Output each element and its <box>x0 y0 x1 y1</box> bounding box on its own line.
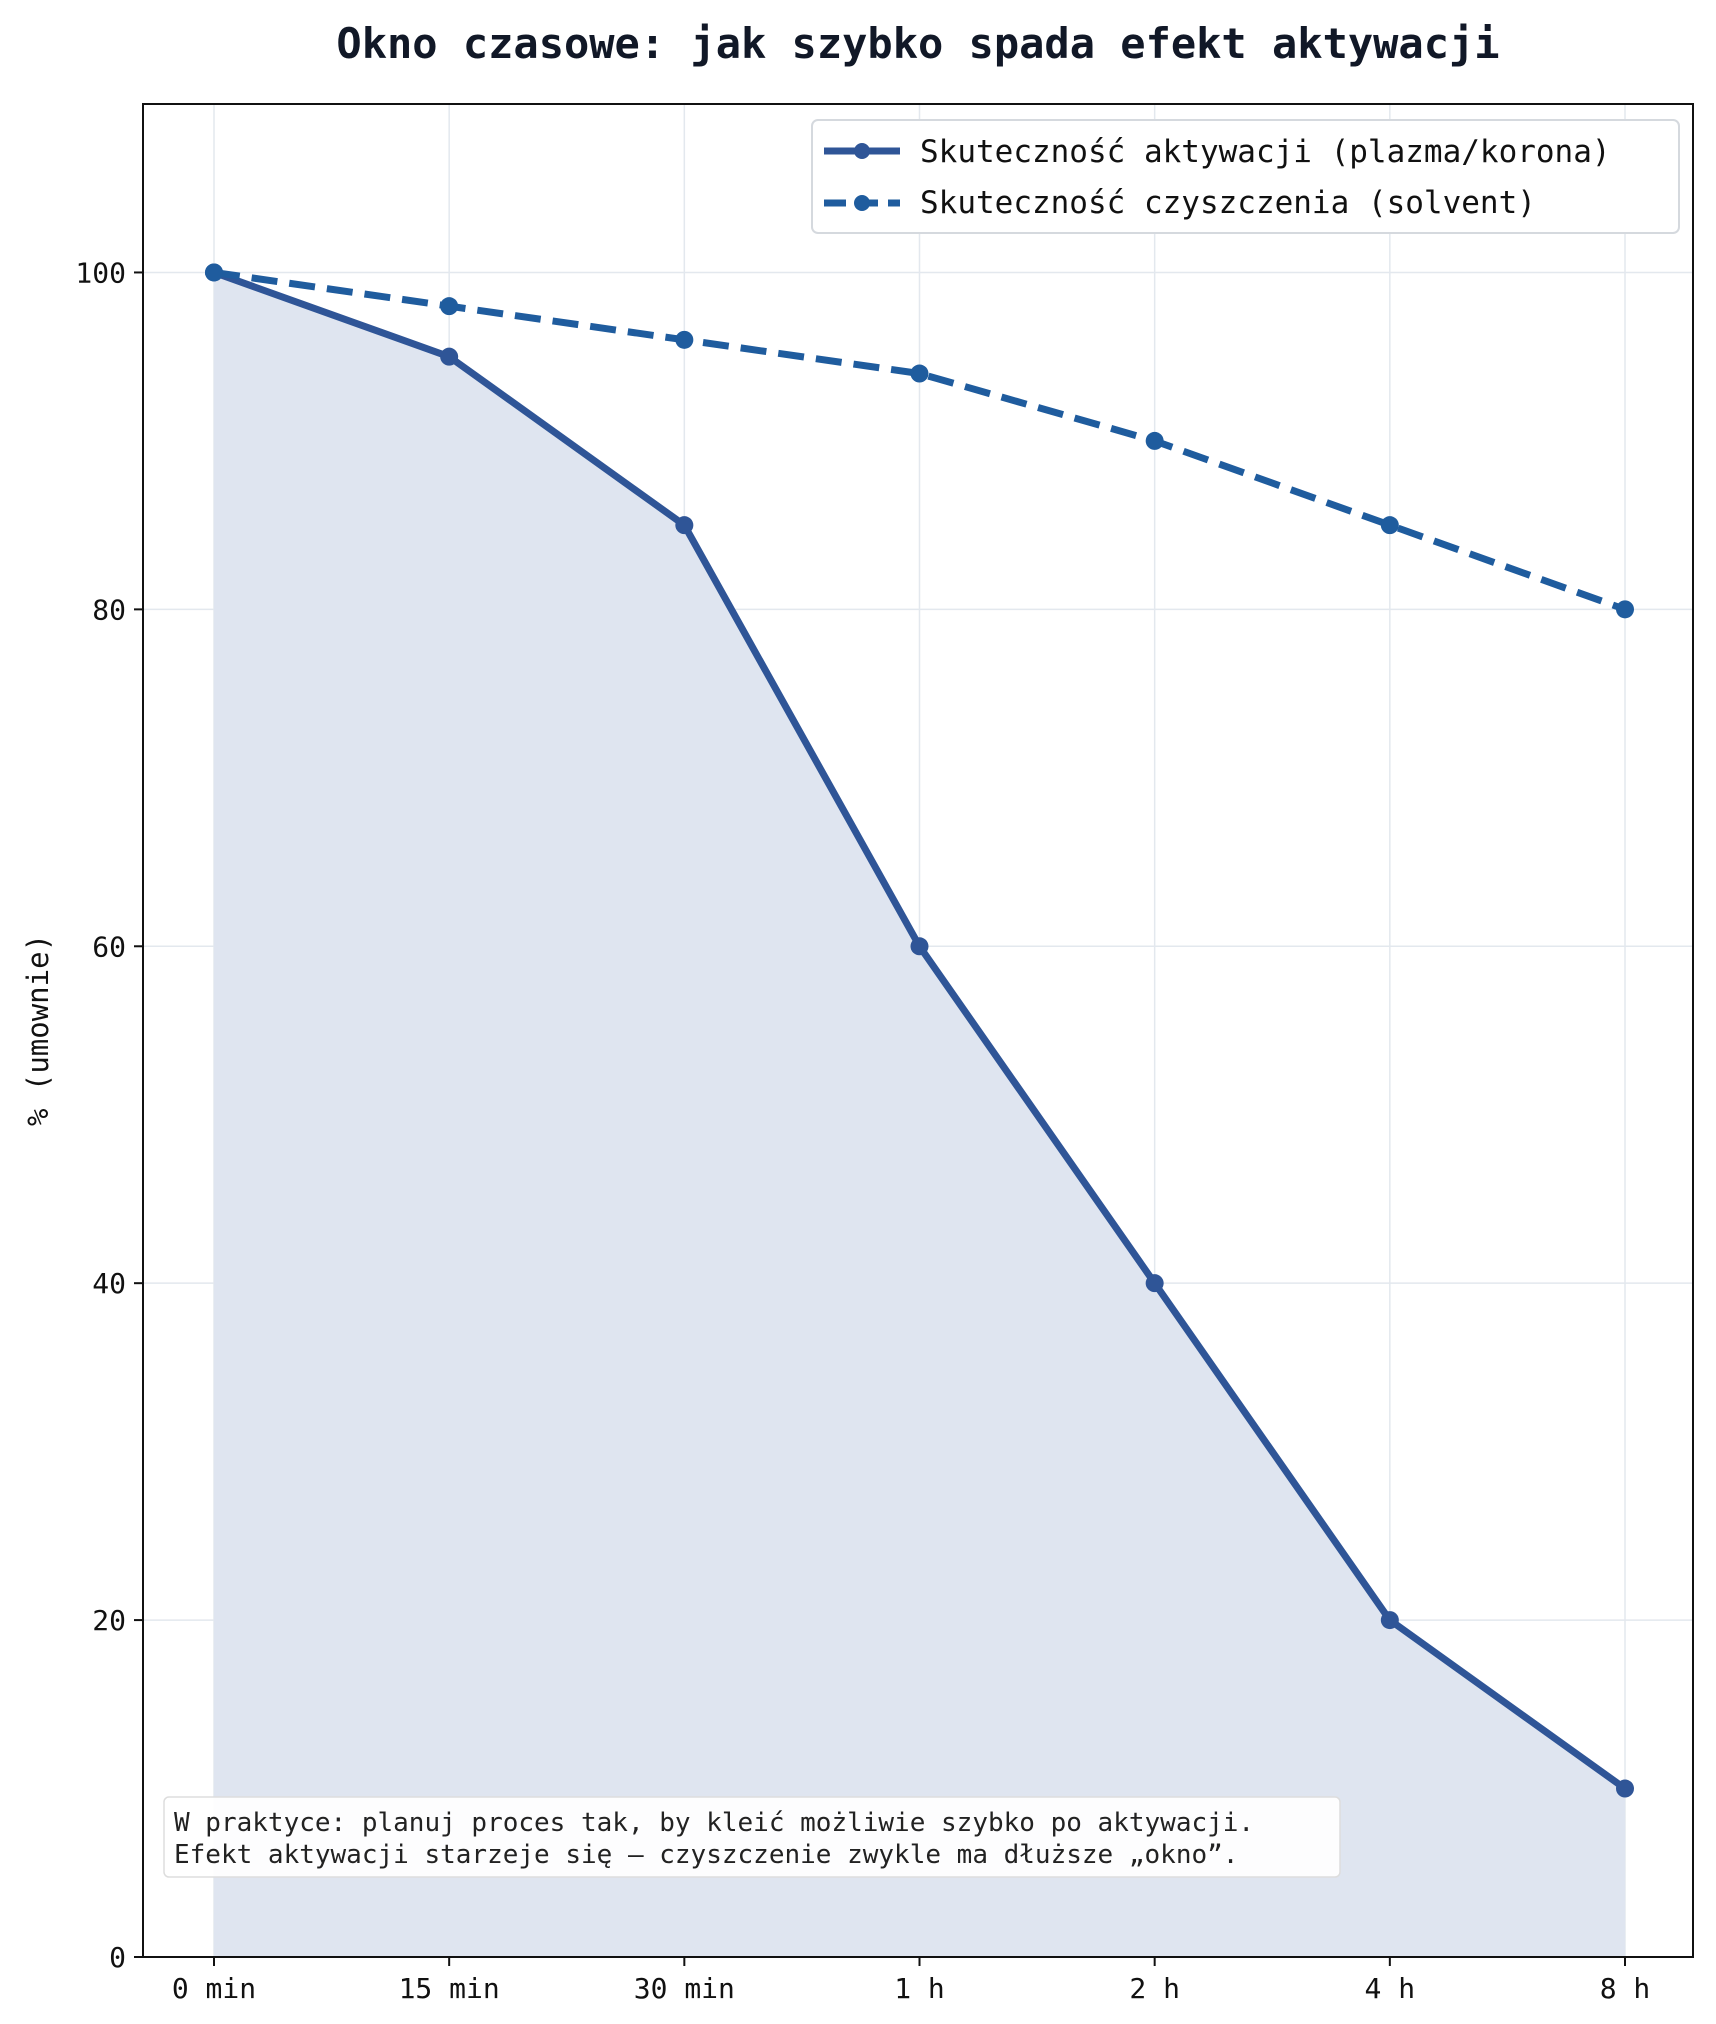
y-tick-label: 40 <box>92 1267 126 1300</box>
chart-title: Okno czasowe: jak szybko spada efekt akt… <box>336 19 1499 68</box>
series-1-point-4 <box>1145 431 1164 450</box>
x-tick-label: 30 min <box>634 1972 735 2005</box>
x-tick-label: 8 h <box>1600 1972 1651 2005</box>
series-1-point-0 <box>205 263 223 282</box>
legend-box <box>811 119 1680 234</box>
y-tick-label: 60 <box>92 930 126 963</box>
x-tick-label: 1 h <box>894 1972 945 2005</box>
series-1-point-6 <box>1616 600 1634 619</box>
legend-marker-activation <box>854 143 870 159</box>
axis-ticks: 0 min 15 min 30 min 1 h 2 h 4 h 8 h 0 20 40 60 80 10… <box>75 256 1650 2005</box>
series-lines <box>205 263 1634 1798</box>
series-0-point-1 <box>440 347 459 366</box>
series-0-point-5 <box>1380 1611 1399 1630</box>
legend-label-activation: Skuteczność aktywacji (plazma/korona) <box>920 134 1611 170</box>
y-tick-label: 80 <box>92 593 126 626</box>
annotation-note: W praktyce: planuj proces tak, by kleić … <box>163 1796 1341 1878</box>
legend: Skuteczność aktywacji (plazma/korona) Sk… <box>811 119 1680 234</box>
y-tick-label: 20 <box>92 1604 126 1637</box>
series-1-point-2 <box>675 330 694 349</box>
series-0-point-4 <box>1145 1274 1164 1293</box>
y-tick-label: 100 <box>75 256 126 289</box>
plot-frame <box>142 103 1694 1958</box>
series-1-point-5 <box>1380 516 1399 535</box>
annotation-line-2: Efekt aktywacji starzeje się — czyszczen… <box>174 1840 1238 1870</box>
annotation-line-1: W praktyce: planuj proces tak, by kleić … <box>174 1808 1254 1838</box>
annotation-box <box>163 1796 1341 1878</box>
series-0-point-3 <box>910 937 929 956</box>
series-0-point-6 <box>1616 1779 1634 1798</box>
y-axis-label: % (umownie) <box>21 934 55 1126</box>
y-tick-label: 0 <box>109 1941 126 1974</box>
x-tick-label: 2 h <box>1129 1972 1180 2005</box>
series-0-point-2 <box>675 516 694 535</box>
x-tick-label: 15 min <box>399 1972 500 2005</box>
x-tick-label: 4 h <box>1365 1972 1416 2005</box>
series-1-point-1 <box>440 297 459 316</box>
x-tick-label: 0 min <box>172 1972 256 2005</box>
legend-marker-cleaning <box>854 195 870 211</box>
series-1-point-3 <box>910 364 929 383</box>
series-area-0 <box>214 272 1625 1957</box>
area-fill <box>214 272 1625 1957</box>
legend-label-cleaning: Skuteczność czyszczenia (solvent) <box>920 185 1536 221</box>
